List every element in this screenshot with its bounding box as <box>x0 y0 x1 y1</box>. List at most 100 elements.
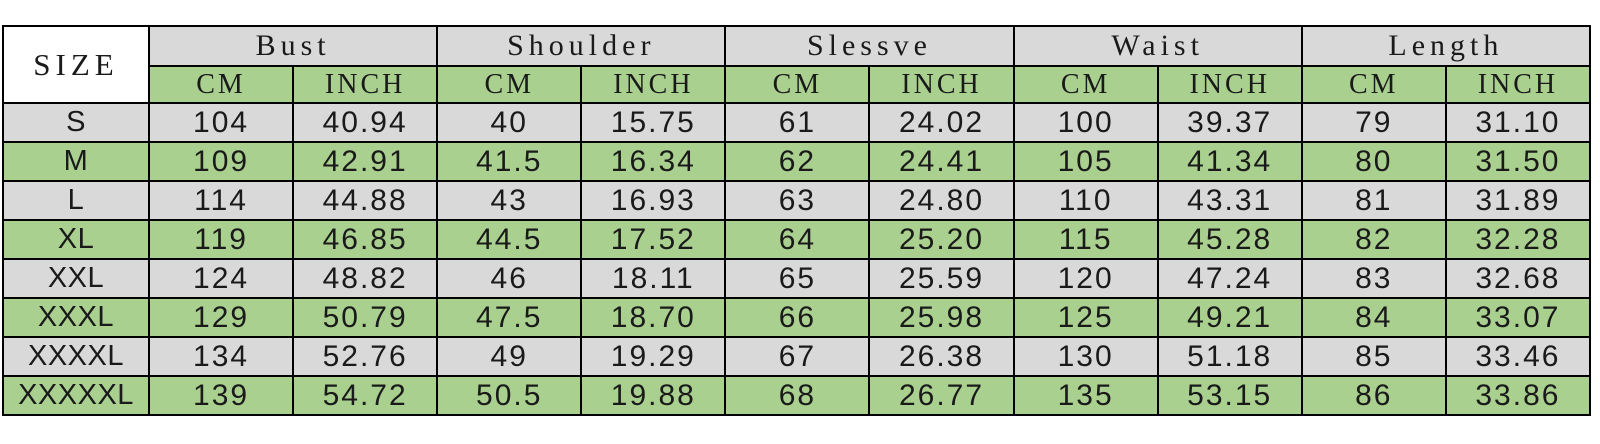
value-cell: 48.82 <box>292 258 439 299</box>
value-cell: 119 <box>147 219 295 260</box>
value-cell: 47.24 <box>1156 258 1303 299</box>
value-cell: 33.46 <box>1444 336 1592 377</box>
value-cell: 134 <box>147 336 295 377</box>
size-cell: L <box>2 180 150 221</box>
size-chart-table: SIZE Bust Shoulder Slessve Waist Length … <box>2 25 1592 416</box>
unit-header-inch: INCH <box>1156 65 1303 104</box>
value-cell: 104 <box>147 102 295 143</box>
value-cell: 39.37 <box>1156 102 1303 143</box>
unit-header-inch: INCH <box>1444 65 1592 104</box>
value-cell: 25.59 <box>868 258 1015 299</box>
size-cell: XXXXXL <box>2 375 150 416</box>
value-cell: 26.38 <box>868 336 1015 377</box>
value-cell: 110 <box>1012 180 1159 221</box>
value-cell: 50.5 <box>436 375 583 416</box>
table-row: XXXXL 134 52.76 49 19.29 67 26.38 130 51.18 85 33.… <box>2 336 1592 377</box>
unit-header-cm: CM <box>1300 65 1447 104</box>
group-header-row: SIZE Bust Shoulder Slessve Waist Length <box>2 25 1592 104</box>
value-cell: 43 <box>436 180 583 221</box>
value-cell: 129 <box>147 297 295 338</box>
value-cell: 80 <box>1300 141 1447 182</box>
value-cell: 24.02 <box>868 102 1015 143</box>
group-header-bust: Bust <box>147 25 439 67</box>
value-cell: 82 <box>1300 219 1447 260</box>
value-cell: 45.28 <box>1156 219 1303 260</box>
table-header: SIZE Bust Shoulder Slessve Waist Length … <box>2 25 1592 104</box>
table-body: S 104 40.94 40 15.75 61 24.02 100 39.37 79 31.10 M 1… <box>2 102 1592 416</box>
unit-header-cm: CM <box>724 65 871 104</box>
value-cell: 44.5 <box>436 219 583 260</box>
size-cell: S <box>2 102 150 143</box>
value-cell: 25.98 <box>868 297 1015 338</box>
value-cell: 24.41 <box>868 141 1015 182</box>
value-cell: 62 <box>724 141 871 182</box>
value-cell: 114 <box>147 180 295 221</box>
table-row: S 104 40.94 40 15.75 61 24.02 100 39.37 79 31.10 <box>2 102 1592 143</box>
value-cell: 40.94 <box>292 102 439 143</box>
value-cell: 83 <box>1300 258 1447 299</box>
unit-header-cm: CM <box>1012 65 1159 104</box>
size-column-header: SIZE <box>2 25 150 104</box>
value-cell: 43.31 <box>1156 180 1303 221</box>
value-cell: 41.5 <box>436 141 583 182</box>
size-chart-page: SIZE Bust Shoulder Slessve Waist Length … <box>2 25 1592 416</box>
value-cell: 115 <box>1012 219 1159 260</box>
value-cell: 52.76 <box>292 336 439 377</box>
table-row: XXXXXL 139 54.72 50.5 19.88 68 26.77 135 53.15 86… <box>2 375 1592 416</box>
value-cell: 18.70 <box>580 297 727 338</box>
value-cell: 32.28 <box>1444 219 1592 260</box>
value-cell: 16.34 <box>580 141 727 182</box>
unit-header-cm: CM <box>147 65 295 104</box>
value-cell: 26.77 <box>868 375 1015 416</box>
table-row: M 109 42.91 41.5 16.34 62 24.41 105 41.34 80 31.50 <box>2 141 1592 182</box>
value-cell: 125 <box>1012 297 1159 338</box>
size-cell: M <box>2 141 150 182</box>
value-cell: 40 <box>436 102 583 143</box>
value-cell: 65 <box>724 258 871 299</box>
group-header-slessve: Slessve <box>724 25 1015 67</box>
size-cell: XXXXL <box>2 336 150 377</box>
value-cell: 24.80 <box>868 180 1015 221</box>
value-cell: 61 <box>724 102 871 143</box>
value-cell: 31.50 <box>1444 141 1592 182</box>
unit-header-inch: INCH <box>868 65 1015 104</box>
value-cell: 49.21 <box>1156 297 1303 338</box>
group-header-waist: Waist <box>1012 25 1303 67</box>
value-cell: 31.89 <box>1444 180 1592 221</box>
value-cell: 46.85 <box>292 219 439 260</box>
value-cell: 51.18 <box>1156 336 1303 377</box>
group-header-shoulder: Shoulder <box>436 25 727 67</box>
value-cell: 47.5 <box>436 297 583 338</box>
value-cell: 105 <box>1012 141 1159 182</box>
value-cell: 32.68 <box>1444 258 1592 299</box>
group-header-length: Length <box>1300 25 1592 67</box>
value-cell: 66 <box>724 297 871 338</box>
value-cell: 15.75 <box>580 102 727 143</box>
size-cell: XL <box>2 219 150 260</box>
value-cell: 81 <box>1300 180 1447 221</box>
value-cell: 79 <box>1300 102 1447 143</box>
value-cell: 42.91 <box>292 141 439 182</box>
value-cell: 31.10 <box>1444 102 1592 143</box>
table-row: XXXL 129 50.79 47.5 18.70 66 25.98 125 49.21 84 33… <box>2 297 1592 338</box>
value-cell: 50.79 <box>292 297 439 338</box>
value-cell: 44.88 <box>292 180 439 221</box>
value-cell: 109 <box>147 141 295 182</box>
value-cell: 25.20 <box>868 219 1015 260</box>
value-cell: 53.15 <box>1156 375 1303 416</box>
value-cell: 18.11 <box>580 258 727 299</box>
unit-header-inch: INCH <box>580 65 727 104</box>
value-cell: 17.52 <box>580 219 727 260</box>
table-row: XL 119 46.85 44.5 17.52 64 25.20 115 45.28 82 32.2… <box>2 219 1592 260</box>
table-row: L 114 44.88 43 16.93 63 24.80 110 43.31 81 31.89 <box>2 180 1592 221</box>
value-cell: 41.34 <box>1156 141 1303 182</box>
value-cell: 63 <box>724 180 871 221</box>
value-cell: 33.86 <box>1444 375 1592 416</box>
value-cell: 120 <box>1012 258 1159 299</box>
value-cell: 139 <box>147 375 295 416</box>
value-cell: 85 <box>1300 336 1447 377</box>
unit-header-cm: CM <box>436 65 583 104</box>
value-cell: 84 <box>1300 297 1447 338</box>
value-cell: 86 <box>1300 375 1447 416</box>
value-cell: 100 <box>1012 102 1159 143</box>
